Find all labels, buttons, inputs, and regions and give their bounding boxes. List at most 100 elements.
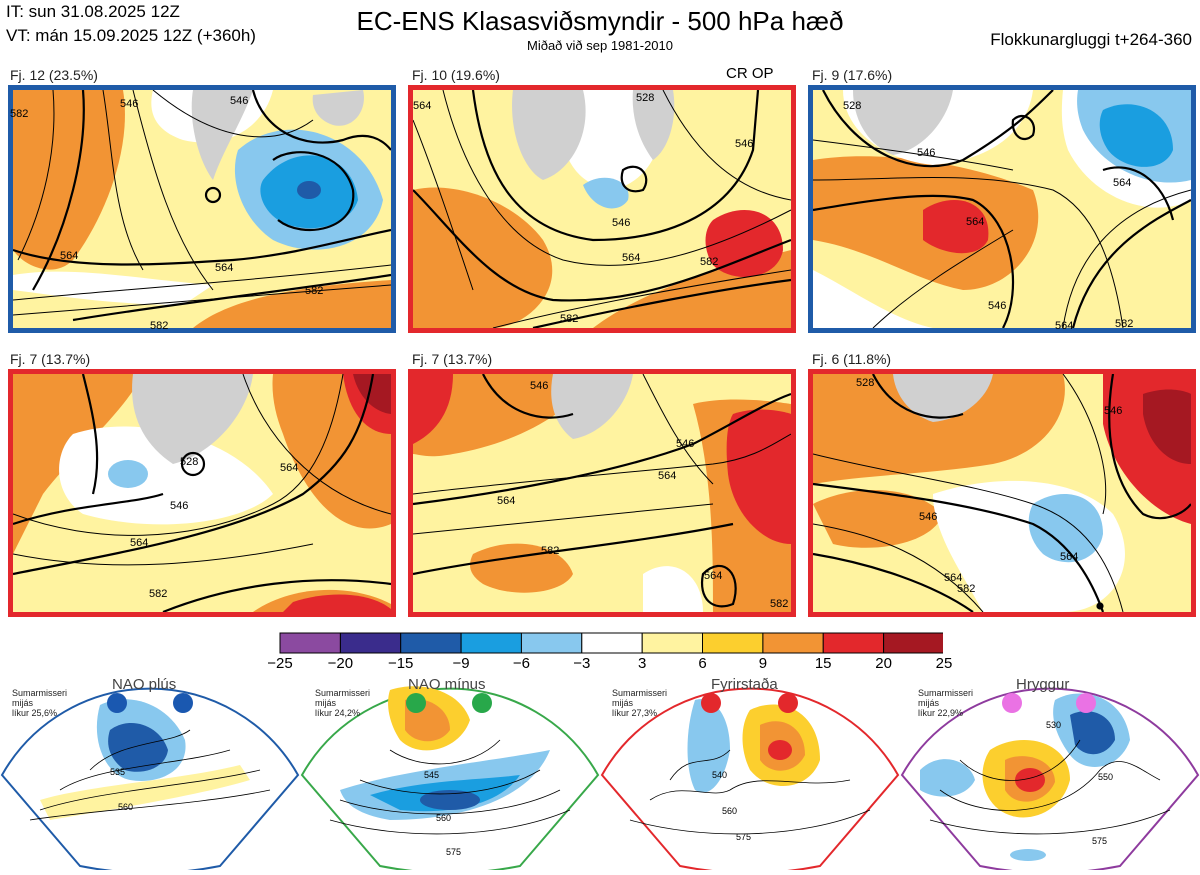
regime-contour-label: 550 — [1098, 772, 1114, 782]
contour-label: 528 — [636, 92, 655, 104]
colorbar-segment — [520, 632, 583, 654]
contour-label: 546 — [230, 95, 249, 107]
regime-title-1: NAO plús — [112, 676, 177, 693]
contour-label: 564 — [1055, 320, 1074, 332]
regime-contour-label: 540 — [712, 770, 728, 780]
chart-title: EC-ENS Klasasviðsmyndir - 500 hPa hæð — [356, 6, 844, 36]
cluster-map-1 — [8, 85, 396, 333]
regime-contour-label: 560 — [118, 802, 134, 812]
regime-contour-label: 530 — [1046, 720, 1062, 730]
colorbar-segment — [762, 632, 824, 654]
contour-label: 564 — [413, 100, 432, 112]
contour-label: 564 — [497, 495, 516, 507]
contour-label: 582 — [149, 588, 168, 600]
contour-label: 564 — [60, 250, 79, 262]
cluster-map-6 — [808, 369, 1196, 617]
regime-marker-dot — [107, 693, 127, 713]
regime-contour-label: 575 — [736, 832, 752, 842]
regime-ridge — [900, 670, 1200, 874]
cluster-label-6: Fj. 6 (11.8%) — [812, 351, 892, 367]
contour-label: 564 — [215, 262, 234, 274]
cluster-label-2: Fj. 10 (19.6%) — [412, 67, 500, 83]
chart-subtitle: Miðað við sep 1981-2010 — [527, 38, 673, 53]
colorbar-tick: −15 — [387, 655, 414, 672]
contour-label: 546 — [919, 511, 938, 523]
classification-window: Flokkunargluggi t+264-360 — [990, 30, 1192, 49]
contour-label: 582 — [305, 285, 324, 297]
regime-contour-label: 560 — [436, 813, 452, 823]
cluster-map-2 — [408, 85, 796, 333]
valid-time: VT: mán 15.09.2025 12Z (+360h) — [6, 26, 256, 45]
contour-label: 582 — [770, 598, 789, 610]
colorbar-tick: −9 — [452, 655, 470, 672]
regime-contour-label: 575 — [446, 847, 462, 857]
colorbar-tick: 9 — [758, 655, 768, 672]
colorbar-tick: −6 — [512, 655, 530, 672]
colorbar-segment — [581, 632, 643, 654]
colorbar-tick: 25 — [935, 655, 953, 672]
contour-label: 546 — [612, 217, 631, 229]
regime-marker-dot — [1002, 693, 1022, 713]
contour-label: 564 — [944, 572, 963, 584]
cluster-label-1: Fj. 12 (23.5%) — [10, 67, 98, 83]
regime-contour-label: 545 — [424, 770, 440, 780]
contour-label: 564 — [1113, 177, 1132, 189]
colorbar-tick: 3 — [638, 655, 647, 672]
contour-label: 564 — [1060, 551, 1079, 563]
contour-label: 546 — [530, 380, 549, 392]
regime-note-season-4: Sumarmisseri — [918, 688, 974, 698]
contour-label: 528 — [856, 377, 875, 389]
contour-label: 564 — [966, 216, 985, 228]
colorbar-segment — [641, 632, 704, 654]
cluster-label-4: Fj. 7 (13.7%) — [10, 351, 91, 367]
regime-note-season-1: Sumarmisseri — [12, 688, 68, 698]
colorbar-tick: 15 — [814, 655, 832, 672]
contour-label: 546 — [988, 300, 1007, 312]
contour-label: 582 — [10, 108, 29, 120]
regime-note-prob-2: líkur 24,2% — [315, 708, 361, 718]
colorbar-segment — [279, 632, 341, 654]
colorbar-segment — [822, 632, 885, 654]
cluster-map-5 — [408, 369, 796, 617]
regime-nao-plus — [0, 670, 300, 874]
colorbar-segment — [339, 632, 402, 654]
colorbar-segment — [883, 632, 943, 654]
regime-contour-label: 535 — [110, 767, 126, 777]
regime-note-prob-1: líkur 25,6% — [12, 708, 58, 718]
colorbar-segment — [702, 632, 764, 654]
regime-marker-dot — [778, 693, 798, 713]
contour-label: 546 — [917, 147, 936, 159]
regime-marker-dot — [406, 693, 426, 713]
cluster-map-4 — [8, 369, 396, 617]
regime-note-prob-3: líkur 27,3% — [612, 708, 658, 718]
colorbar-segment — [460, 632, 523, 654]
contour-label: 528 — [180, 456, 199, 468]
contour-label: 582 — [560, 313, 579, 325]
regime-note-season-3: Sumarmisseri — [612, 688, 668, 698]
contour-label: 546 — [120, 98, 139, 110]
contour-label: 564 — [658, 470, 677, 482]
regime-note-prob-4: líkur 22,9% — [918, 708, 964, 718]
contour-label: 546 — [1104, 405, 1123, 417]
contour-label: 546 — [735, 138, 754, 150]
regime-contour-label: 560 — [722, 806, 738, 816]
contour-label: 564 — [280, 462, 299, 474]
contour-label: 582 — [700, 256, 719, 268]
regime-title-3: Fyrirstaða — [711, 676, 778, 693]
regime-marker-dot — [472, 693, 492, 713]
regime-note-period-1: mijás — [12, 698, 34, 708]
regime-contour-label: 575 — [1092, 836, 1108, 846]
contour-label: 564 — [130, 537, 149, 549]
contour-label: 582 — [957, 583, 976, 595]
initial-time: IT: sun 31.08.2025 12Z — [6, 2, 180, 21]
colorbar-tick: −20 — [327, 655, 354, 672]
colorbar-tick: −25 — [267, 655, 293, 672]
regime-title-4: Hryggur — [1016, 676, 1070, 693]
regime-marker-dot — [701, 693, 721, 713]
cluster-label-3: Fj. 9 (17.6%) — [812, 67, 893, 83]
regime-marker-dot — [173, 693, 193, 713]
colorbar-segment — [400, 632, 462, 654]
contour-label: 546 — [676, 438, 695, 450]
regime-marker-dot — [1076, 693, 1096, 713]
operational-run-marker: CR OP — [726, 65, 774, 82]
